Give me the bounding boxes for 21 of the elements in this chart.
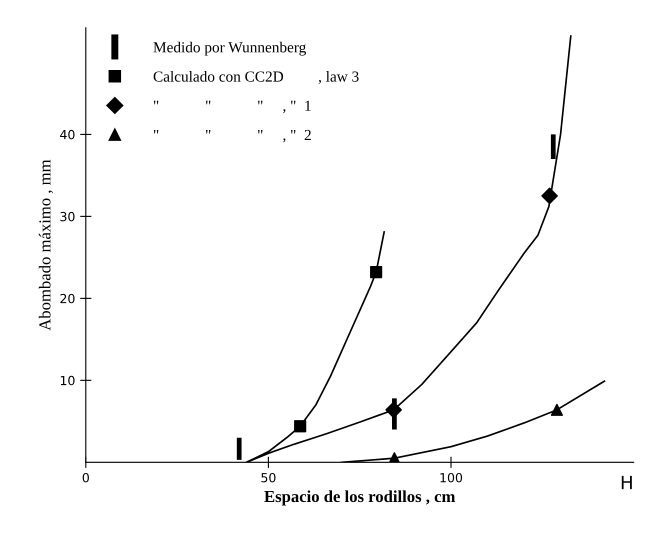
point [385, 402, 402, 418]
x-tick-label: 0 [82, 472, 89, 482]
point [550, 404, 563, 416]
legend-label: " " " , " 1 [154, 100, 311, 114]
bar [550, 134, 556, 160]
point [294, 420, 306, 432]
y-axis-title: Abombado máximo , mm [38, 160, 53, 331]
y-tick-label: 40 [60, 130, 75, 140]
point [370, 266, 382, 278]
legend-label: " " " , " 2 [154, 130, 311, 142]
y-tick-label: 10 [60, 376, 75, 386]
y-tick-label: 30 [60, 212, 75, 222]
legend-label: Calculado con CC2D , law 3 [154, 70, 359, 84]
bar [236, 438, 242, 460]
point [541, 188, 558, 204]
y-tick-label: 20 [60, 294, 75, 304]
x-tick-label: 100 [440, 472, 462, 482]
x-tick-label: 50 [261, 472, 276, 482]
text: H [622, 476, 632, 490]
x-axis-title: Espacio de los rodillos , cm [264, 490, 456, 506]
legend-label: Medido por Wunnenberg [153, 42, 306, 56]
